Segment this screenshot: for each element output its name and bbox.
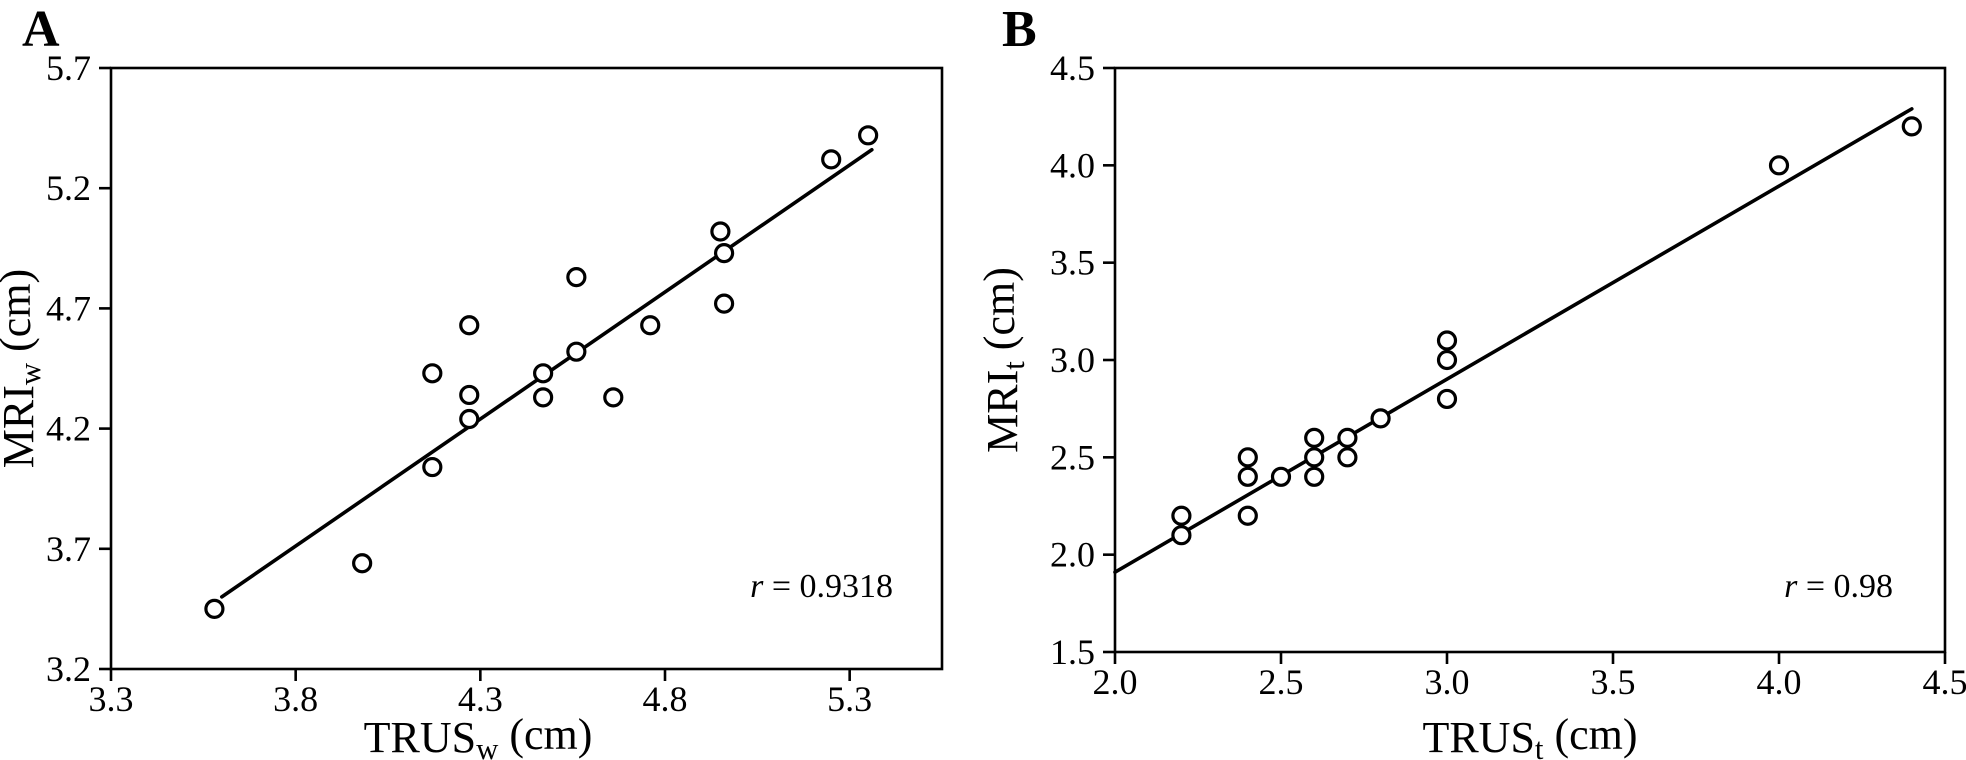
x-tick-label: 3.5 <box>1591 662 1636 702</box>
data-point <box>1436 388 1458 410</box>
data-points <box>204 125 879 620</box>
data-point <box>459 384 480 406</box>
plot-frame <box>1113 66 1947 654</box>
y-tick-label: 4.7 <box>46 288 91 328</box>
plot-frame <box>109 66 944 671</box>
data-point <box>1337 447 1358 468</box>
data-point <box>1901 116 1922 137</box>
data-point <box>204 598 225 620</box>
data-point <box>603 387 624 408</box>
y-tick-label: 5.2 <box>46 168 91 208</box>
data-point <box>1237 466 1258 487</box>
data-points <box>1171 116 1922 546</box>
data-point <box>1304 427 1325 448</box>
y-tick-label: 4.5 <box>1050 48 1095 88</box>
data-point <box>1337 427 1358 448</box>
data-point <box>533 363 554 384</box>
data-point <box>1768 155 1790 176</box>
data-point <box>821 149 842 170</box>
data-point <box>1370 408 1391 429</box>
data-point <box>858 125 879 146</box>
y-tick-label: 3.2 <box>46 649 91 689</box>
data-point <box>1171 505 1192 526</box>
y-tick-label: 1.5 <box>1050 632 1095 672</box>
y-axis-label: MRIw (cm) <box>0 269 47 468</box>
y-tick-label: 2.0 <box>1050 535 1095 575</box>
data-point <box>1436 330 1458 351</box>
x-tick-label: 4.8 <box>643 679 688 719</box>
x-tick-label: 3.0 <box>1425 662 1470 702</box>
data-point <box>1237 447 1258 468</box>
y-tick-label: 5.7 <box>46 48 91 88</box>
data-point <box>352 553 373 574</box>
panel-letter: A <box>22 1 60 58</box>
correlation-annotation: r = 0.9318 <box>750 568 893 605</box>
data-point <box>566 267 587 288</box>
y-tick-label: 4.0 <box>1050 145 1095 185</box>
data-point <box>459 408 480 430</box>
data-point <box>566 341 587 362</box>
data-point <box>1304 447 1325 468</box>
data-point <box>1237 505 1258 526</box>
data-point <box>1171 525 1192 546</box>
data-point <box>710 221 731 242</box>
data-point <box>1304 466 1325 487</box>
data-point <box>640 315 661 336</box>
data-point <box>533 387 554 408</box>
y-tick-label: 3.0 <box>1050 340 1095 380</box>
panel-A: A 3.3 3.8 4.3 4.8 5.3 5.7 5.2 4.7 4.2 3.7 3.2 TRUSw … <box>0 1 944 760</box>
correlation-annotation: r = 0.98 <box>1784 568 1893 605</box>
x-tick-label: 3.8 <box>273 679 318 719</box>
data-point <box>422 456 443 478</box>
y-tick-label: 4.2 <box>46 409 91 449</box>
x-tick-label: 3.3 <box>89 679 134 719</box>
x-axis-label: TRUSw (cm) <box>364 710 593 760</box>
x-tick-label: 4.0 <box>1757 662 1802 702</box>
data-point <box>422 363 443 384</box>
y-tick-label: 3.7 <box>46 529 91 569</box>
data-point <box>1436 349 1458 371</box>
x-tick-label: 4.3 <box>458 679 503 719</box>
data-point <box>459 315 480 336</box>
x-axis-label: TRUSt (cm) <box>1422 710 1637 760</box>
panel-letter: B <box>1002 1 1037 58</box>
y-tick-label: 3.5 <box>1050 243 1095 283</box>
x-tick-label: 4.5 <box>1923 662 1966 702</box>
data-point <box>713 243 735 264</box>
x-tick-label: 2.0 <box>1093 662 1138 702</box>
x-tick-label: 2.5 <box>1259 662 1304 702</box>
data-point <box>1270 466 1292 487</box>
y-axis-label: MRIt (cm) <box>975 267 1031 453</box>
panel-B: B2.0 2.5 3.0 3.5 4.0 4.54.54.03.53.02.52.01.5… <box>975 1 1966 760</box>
x-tick-label: 5.3 <box>827 679 872 719</box>
data-point <box>713 293 735 314</box>
y-tick-label: 2.5 <box>1050 437 1095 477</box>
trendline <box>1113 107 1914 574</box>
